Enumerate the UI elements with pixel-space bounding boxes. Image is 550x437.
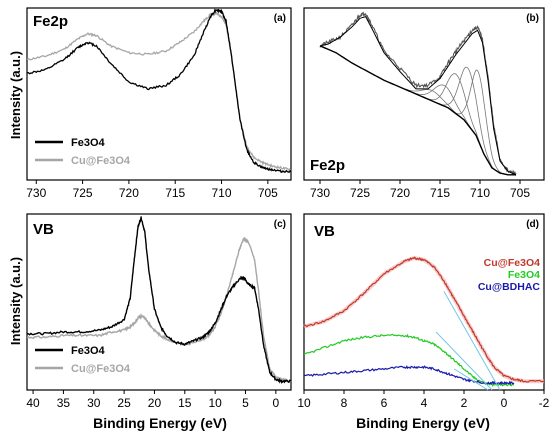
- x-tick-label: 25: [117, 396, 131, 410]
- x-tick-label: 725: [350, 186, 370, 200]
- legend-entry: Fe3O4: [71, 345, 106, 357]
- fit-peak: [435, 66, 501, 174]
- legend-entry: Cu@Fe3O4: [71, 155, 131, 167]
- x-tick-label: 720: [119, 186, 139, 200]
- x-axis-label-right: Binding Energy (eV): [356, 415, 490, 431]
- legend-entry: Fe3O4: [71, 137, 106, 149]
- series-line: [26, 11, 292, 172]
- x-tick-label: 0: [272, 396, 279, 410]
- x-tick-label: 35: [57, 396, 71, 410]
- background-line: [319, 45, 516, 176]
- legend-entry: Cu@Fe3O4: [71, 363, 131, 375]
- plot-frame: [26, 7, 292, 181]
- y-axis-label-bottom: Intensity (a.u.): [8, 257, 23, 345]
- x-tick-label: 10: [297, 396, 311, 410]
- x-tick-label: 710: [470, 186, 490, 200]
- legend-entry: Fe3O4: [508, 269, 540, 281]
- x-tick-label: 720: [390, 186, 410, 200]
- x-tick-label: 725: [73, 186, 93, 200]
- fit-peak: [411, 84, 477, 136]
- series-line: [26, 8, 292, 174]
- panel-label: (d): [526, 219, 539, 230]
- legend-entry: Cu@Fe3O4: [484, 257, 540, 269]
- x-tick-label: 20: [148, 396, 162, 410]
- x-tick-label: 6: [381, 396, 388, 410]
- panel-c-vb-wide: 40 35 30 25 20 15 10 5 0 VB (c) Fe3O4 Cu@Fe3O4: [26, 213, 292, 410]
- x-tick-label: 15: [178, 396, 192, 410]
- series-line: [303, 365, 515, 386]
- panel-title: VB: [314, 223, 335, 240]
- y-axis-label-top: Intensity (a.u.): [8, 51, 23, 139]
- tangent-line: [443, 291, 501, 391]
- x-tick-label: 730: [26, 186, 46, 200]
- x-axis-label-left: Binding Energy (eV): [93, 415, 227, 431]
- x-tick-label: 4: [421, 396, 428, 410]
- x-tick-label: 5: [242, 396, 249, 410]
- series-line: [303, 256, 545, 383]
- plot-frame: [303, 213, 545, 391]
- raw-data-line: [319, 11, 517, 177]
- panel-label: (b): [526, 13, 539, 24]
- plot-frame: [26, 213, 292, 391]
- x-tick-label: 710: [212, 186, 232, 200]
- x-tick-label: 705: [510, 186, 530, 200]
- x-tick-label: 715: [165, 186, 185, 200]
- envelope-line: [319, 16, 517, 176]
- x-tick-label: 30: [87, 396, 101, 410]
- x-tick-label: 705: [258, 186, 278, 200]
- x-tick-label: 0: [501, 396, 508, 410]
- tangent-line: [453, 368, 489, 391]
- panel-title: Fe2p: [310, 157, 345, 174]
- series-line: [26, 216, 292, 385]
- panel-b-fe2p-peak-fit: 730 725 720 715 710 705 Fe2p (b): [303, 7, 545, 200]
- x-tick-label: 8: [341, 396, 348, 410]
- x-tick-label: 40: [26, 396, 40, 410]
- legend-entry: Cu@BDHAC: [478, 281, 541, 293]
- panel-title: VB: [33, 221, 54, 238]
- fit-peak: [446, 69, 511, 176]
- panel-label: (c): [274, 219, 286, 230]
- x-tick-label: -2: [539, 396, 550, 410]
- x-tick-label: 715: [430, 186, 450, 200]
- panel-label: (a): [274, 13, 286, 24]
- panel-title: Fe2p: [33, 13, 68, 30]
- x-tick-label: 730: [310, 186, 330, 200]
- fit-peak: [423, 73, 489, 162]
- plot-frame: [303, 7, 545, 181]
- x-tick-label: 2: [461, 396, 468, 410]
- x-tick-label: 10: [208, 396, 222, 410]
- tangent-line: [435, 331, 493, 391]
- series-line: [26, 236, 292, 383]
- panel-a-fe2p-comparison: 730 725 720 715 710 705 Fe2p (a) Fe3O4 Cu@Fe3O4: [26, 7, 292, 200]
